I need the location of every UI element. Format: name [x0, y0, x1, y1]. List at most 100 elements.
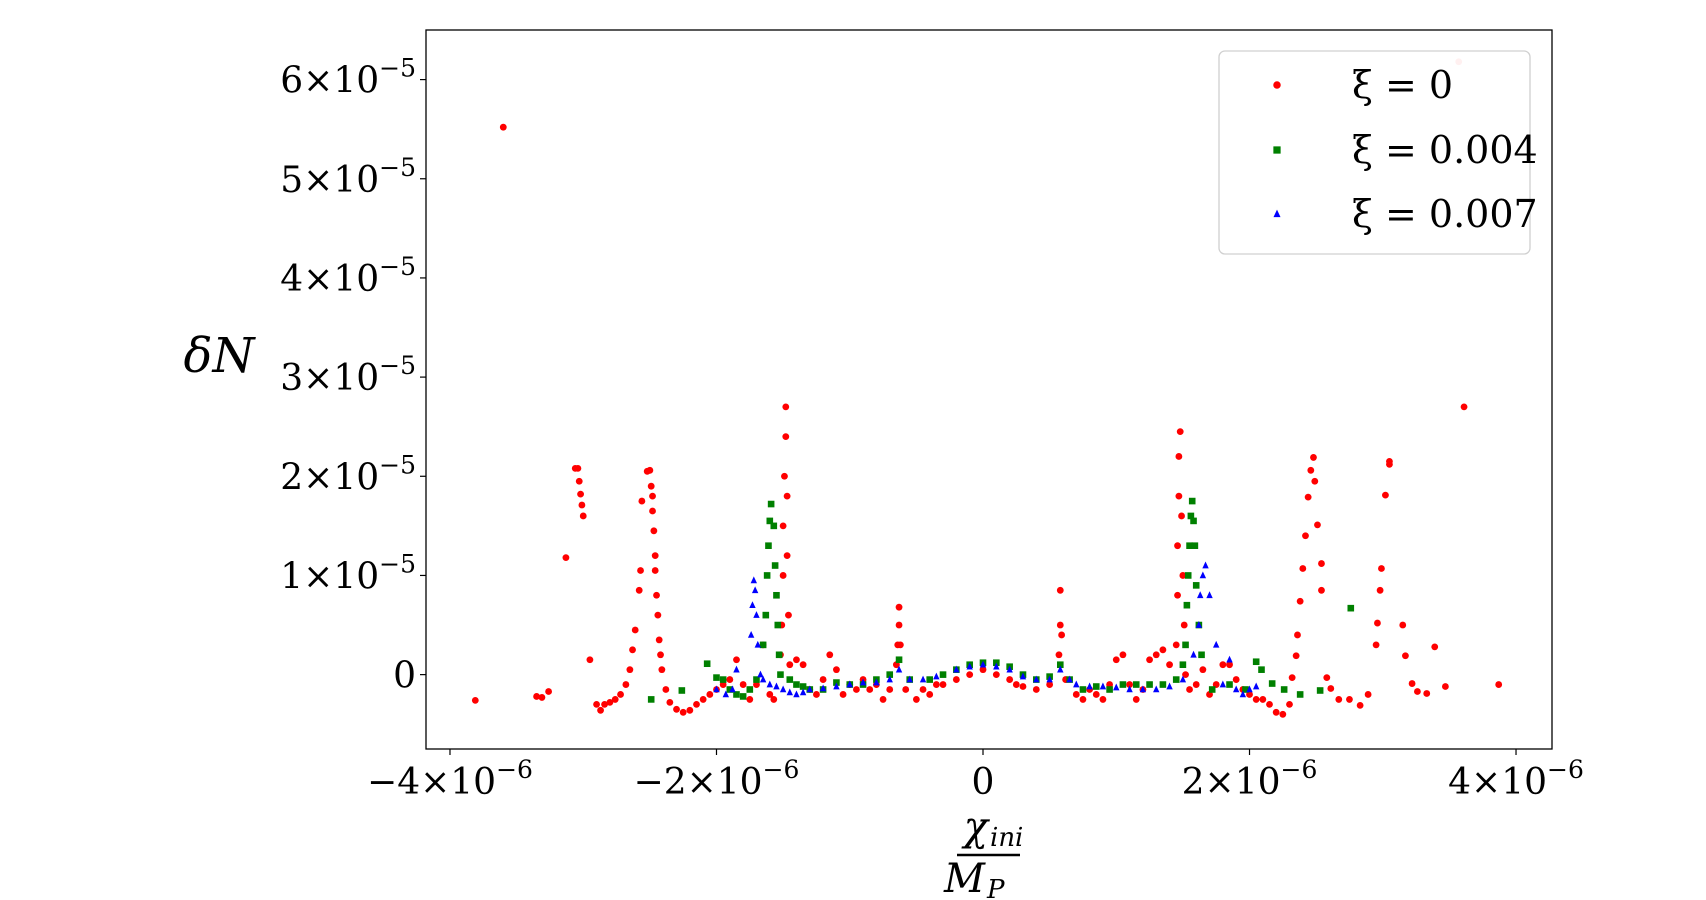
data-point	[926, 691, 934, 698]
data-point	[739, 681, 747, 688]
data-point	[577, 490, 584, 498]
data-point	[786, 676, 794, 683]
data-point	[1346, 696, 1353, 703]
data-point	[533, 693, 541, 700]
data-point	[859, 678, 867, 686]
data-point	[932, 681, 940, 688]
data-point	[895, 621, 903, 629]
data-point	[993, 662, 1000, 670]
data-point	[1402, 652, 1409, 660]
data-point	[1172, 641, 1180, 649]
data-point	[729, 685, 736, 693]
data-point	[1318, 560, 1325, 567]
data-point	[1226, 681, 1233, 688]
data-point	[1206, 591, 1213, 599]
data-point	[562, 554, 570, 561]
data-point	[649, 492, 656, 500]
data-point	[783, 492, 791, 500]
data-point	[611, 696, 619, 703]
data-point	[799, 683, 807, 690]
data-point	[777, 671, 784, 678]
data-point	[545, 688, 552, 695]
data-point	[601, 700, 608, 708]
data-point	[733, 656, 740, 664]
y-axis: 0 1×10−5 2×10−5 3×10−5 4×10−5 5×10−5 6×10−5	[280, 54, 426, 697]
data-point	[1178, 512, 1185, 520]
data-point	[1019, 672, 1027, 680]
data-point	[1232, 685, 1240, 693]
data-point	[1006, 665, 1013, 673]
data-point	[1086, 682, 1093, 690]
data-point	[781, 472, 788, 480]
data-point	[1179, 572, 1187, 579]
data-point	[1006, 676, 1014, 683]
data-point	[1058, 631, 1066, 639]
data-point	[638, 497, 646, 505]
data-point	[762, 611, 770, 619]
data-point	[1099, 696, 1107, 703]
data-point	[1376, 586, 1384, 594]
data-point	[1460, 403, 1468, 411]
data-point	[631, 626, 639, 634]
data-point	[1335, 696, 1343, 703]
data-point	[747, 630, 755, 638]
data-point	[678, 687, 686, 694]
data-point	[1288, 674, 1296, 681]
data-point	[1126, 681, 1133, 688]
data-point	[1186, 686, 1193, 693]
data-point	[1072, 691, 1080, 698]
data-point	[1056, 621, 1064, 629]
data-point	[1188, 497, 1196, 505]
data-point	[1311, 477, 1319, 485]
data-point	[895, 656, 903, 664]
data-point	[751, 586, 759, 594]
y-tick-label: 6×10−5	[280, 54, 416, 102]
data-point	[1079, 696, 1087, 703]
data-point	[939, 671, 947, 678]
data-point	[896, 641, 904, 649]
data-point	[1159, 646, 1167, 654]
data-point	[753, 611, 760, 618]
x-axis-label-numerator-sub: ini	[990, 823, 1023, 853]
data-point	[1166, 661, 1173, 669]
data-point	[1179, 675, 1187, 683]
y-tick-label: 1×10−5	[280, 549, 416, 597]
data-point	[1382, 491, 1389, 499]
data-point	[606, 698, 614, 706]
y-tick-label: 2×10−5	[280, 450, 416, 498]
data-point	[1174, 542, 1181, 550]
data-point	[1119, 651, 1127, 659]
data-point	[766, 691, 774, 698]
data-point	[779, 572, 787, 579]
data-point	[1316, 687, 1324, 694]
data-point	[647, 696, 655, 703]
series-0	[471, 58, 1503, 718]
data-point	[1399, 621, 1407, 629]
legend: ξ = 0 ξ = 0.004 ξ = 0.007	[1218, 50, 1538, 255]
data-point	[765, 542, 772, 549]
data-point	[1182, 641, 1189, 649]
legend-entry-0: ξ = 0	[1273, 63, 1453, 107]
data-point	[1268, 680, 1276, 687]
data-point	[992, 671, 1000, 679]
y-tick-label: 0	[393, 656, 416, 697]
data-point	[1202, 561, 1209, 569]
data-point	[1139, 685, 1147, 693]
data-point	[622, 681, 630, 688]
data-point	[686, 706, 694, 714]
data-point	[833, 682, 840, 690]
y-tick-label: 5×10−5	[280, 153, 416, 201]
data-point	[1199, 571, 1207, 579]
data-point	[617, 691, 624, 698]
data-point	[651, 552, 659, 560]
data-point	[1166, 682, 1173, 690]
data-point	[770, 696, 778, 703]
data-point	[1146, 656, 1153, 664]
data-point	[799, 661, 807, 669]
data-point	[1192, 582, 1200, 589]
data-point	[766, 680, 773, 688]
legend-label: ξ = 0	[1352, 63, 1453, 107]
data-point	[1242, 686, 1249, 693]
data-point	[722, 690, 730, 698]
